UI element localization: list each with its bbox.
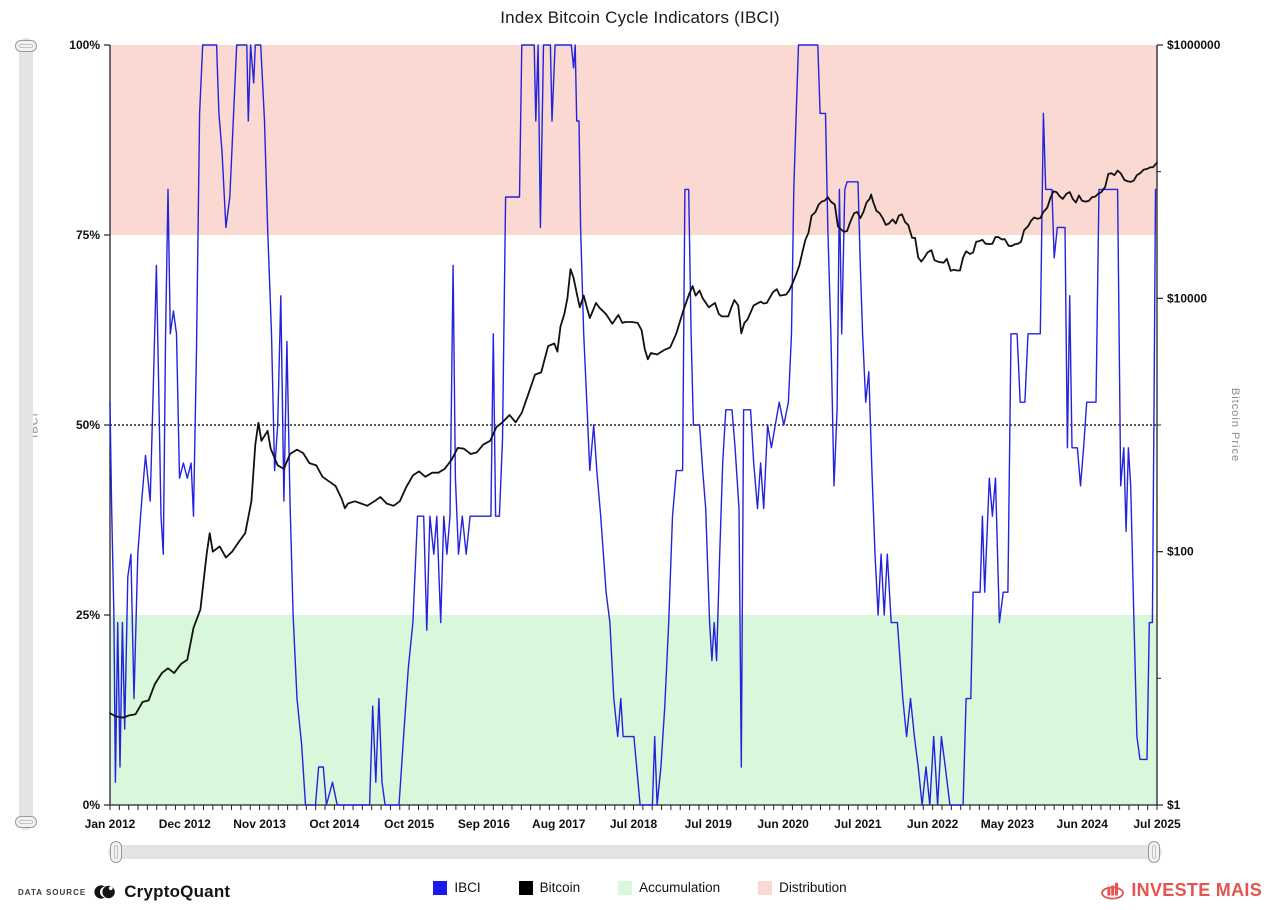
left-tick-label: 25% <box>76 608 100 622</box>
x-tick-label: Jan 2012 <box>85 817 136 831</box>
footer: DATA SOURCE CryptoQuant IBCI Bitcoin Acc… <box>0 872 1280 910</box>
x-tick-label: Jun 2022 <box>907 817 959 831</box>
left-tick-label: 50% <box>76 418 100 432</box>
band-distribution <box>110 45 1157 235</box>
brand-name: INVESTE MAIS <box>1131 880 1262 900</box>
slider-grip-icon <box>19 820 33 824</box>
page-title: Index Bitcoin Cycle Indicators (IBCI) <box>500 8 780 27</box>
legend-item-distribution[interactable]: Distribution <box>758 880 847 895</box>
x-tick-label: May 2023 <box>981 817 1035 831</box>
legend-item-accumulation[interactable]: Accumulation <box>618 880 720 895</box>
x-slider-handle-right[interactable] <box>1148 841 1160 863</box>
x-range-slider-track[interactable] <box>108 841 1162 863</box>
cryptoquant-logo-icon <box>94 882 116 902</box>
left-tick-label: 0% <box>83 798 101 812</box>
chart-canvas: Jan 2012 Dec 2012 Nov 2013 Oct 2014 Oct 2015… <box>69 38 1221 831</box>
bar-chart-icon <box>1100 881 1126 900</box>
legend-label: Accumulation <box>639 880 721 895</box>
x-slider-handle-left[interactable] <box>110 841 122 863</box>
distribution-swatch-icon <box>758 880 773 895</box>
investe-mais-logo: INVESTE MAIS <box>1100 880 1262 901</box>
legend-item-bitcoin[interactable]: Bitcoin <box>518 880 581 895</box>
x-tick-label: Sep 2016 <box>458 817 510 831</box>
series-line-bitcoin <box>109 161 1158 719</box>
x-tick-label: Jul 2018 <box>610 817 658 831</box>
accumulation-swatch-icon <box>618 880 633 895</box>
x-tick-label: Oct 2015 <box>384 817 434 831</box>
legend-label: IBCI <box>454 880 481 895</box>
y-slider-handle-bottom[interactable] <box>15 816 37 828</box>
y-slider-handle-top[interactable] <box>15 40 37 52</box>
band-accumulation <box>110 615 1157 805</box>
y-range-slider-track[interactable] <box>15 38 37 830</box>
x-tick-label: Nov 2013 <box>233 817 286 831</box>
series-line-ibci <box>109 44 1158 806</box>
x-tick-label: Jun 2020 <box>757 817 809 831</box>
x-tick-label: Jul 2021 <box>834 817 882 831</box>
right-tick-label: $100 <box>1167 545 1194 559</box>
x-tick-label: Dec 2012 <box>159 817 211 831</box>
bitcoin-price-axis-title: Bitcoin Price <box>1228 387 1241 463</box>
x-tick-label: Oct 2014 <box>309 817 359 831</box>
x-tick-label: Jul 2019 <box>685 817 733 831</box>
x-tick-label: Aug 2017 <box>532 817 586 831</box>
left-tick-label: 100% <box>69 38 100 52</box>
legend-label: Distribution <box>779 880 847 895</box>
data-source-label: DATA SOURCE <box>18 887 87 897</box>
ibci-swatch-icon <box>433 880 448 895</box>
cryptoquant-logo: CryptoQuant <box>124 882 231 901</box>
legend: IBCI Bitcoin Accumulation Distribution <box>0 880 1280 895</box>
bitcoin-swatch-icon <box>518 880 533 895</box>
slider-grip-icon <box>114 845 118 859</box>
data-source: DATA SOURCE CryptoQuant <box>18 882 230 902</box>
right-tick-label: $1000000 <box>1167 38 1221 52</box>
legend-label: Bitcoin <box>539 880 581 895</box>
slider-grip-icon <box>1152 845 1156 859</box>
left-tick-label: 75% <box>76 228 100 242</box>
x-tick-label: Jun 2024 <box>1057 817 1109 831</box>
x-tick-label: Jul 2025 <box>1133 817 1181 831</box>
right-tick-label: $10000 <box>1167 291 1207 305</box>
slider-grip-icon <box>19 44 33 48</box>
right-tick-label: $1 <box>1167 798 1181 812</box>
legend-item-ibci[interactable]: IBCI <box>433 880 481 895</box>
